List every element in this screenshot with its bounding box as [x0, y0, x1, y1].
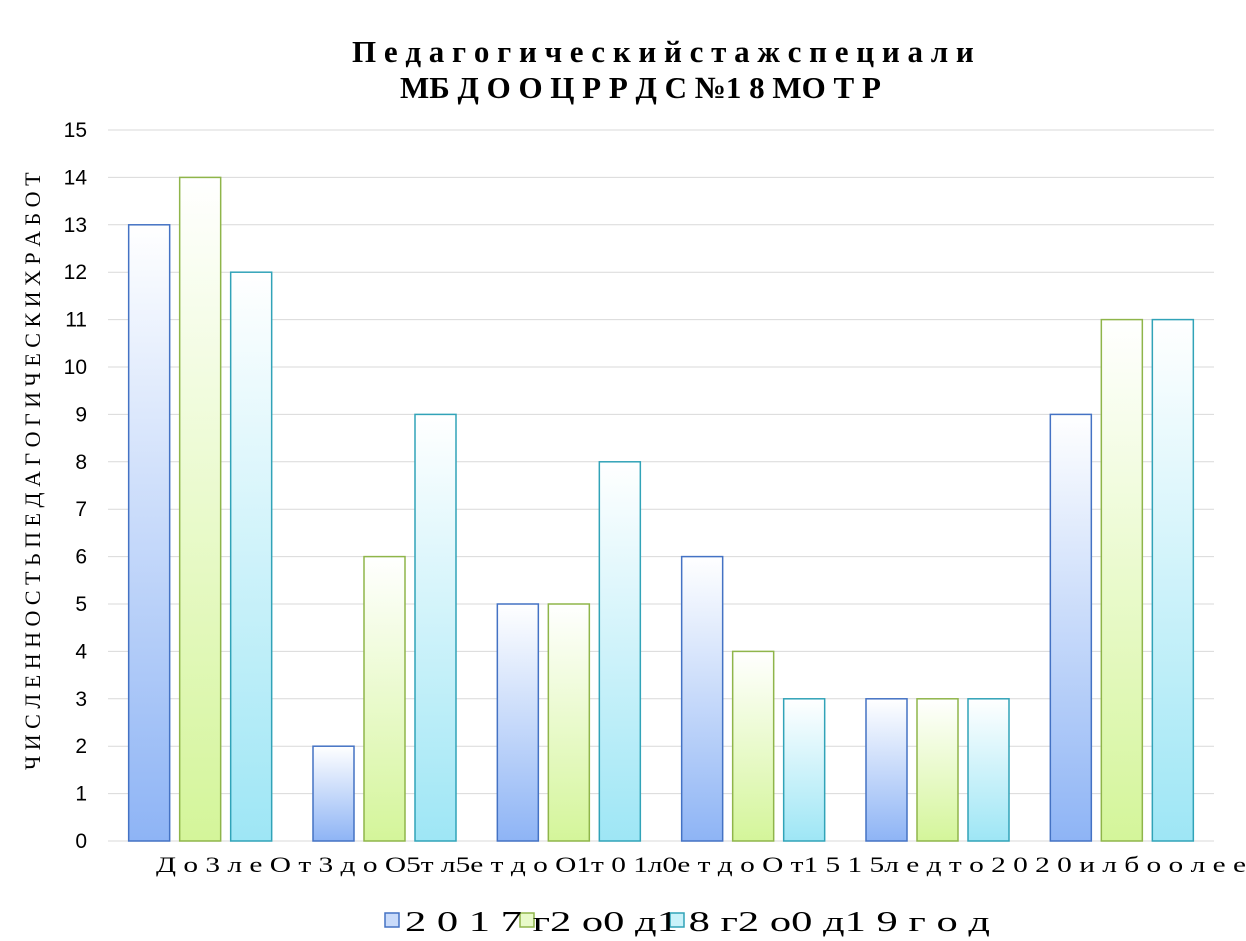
bar-0-0: [127, 224, 171, 842]
y-tick-12: 12: [64, 261, 87, 284]
bar-2-0: [496, 603, 540, 842]
bar-1-2: [414, 413, 457, 842]
bar-4-2: [967, 698, 1010, 842]
y-tick-3: 3: [75, 688, 87, 711]
y-tick-6: 6: [75, 546, 87, 569]
y-tick-5: 5: [75, 593, 87, 616]
y-tick-0: 0: [75, 830, 87, 853]
bar-1-1: [363, 555, 406, 842]
y-axis-label: Ч И С Л Е Н Н О С Т Ь П Е Д А Г О Г И Ч …: [20, 172, 45, 770]
bar-3-1: [731, 650, 775, 842]
legend-labels: 2 0 1 7 г2 о0 д1 8 г2 о0 д1 9 г о д: [405, 906, 990, 938]
chart-title-line-2: МБ Д О О Ц Р Р Д С №1 8 МО Т Р: [400, 70, 881, 105]
y-tick-8: 8: [75, 451, 87, 474]
bar-2-1: [547, 603, 591, 842]
bar-1-0: [312, 745, 355, 842]
y-tick-10: 10: [64, 356, 87, 379]
y-tick-2: 2: [75, 735, 87, 758]
bar-3-2: [782, 698, 826, 842]
chart-title-line-1: П е д а г о г и ч е с к и й с т а ж с п …: [352, 34, 974, 69]
bar-0-2: [229, 271, 273, 842]
legend-swatch-2019: [669, 912, 685, 928]
bar-4-1: [916, 698, 959, 842]
legend-swatch-2017: [384, 912, 400, 928]
bar-2-2: [598, 461, 642, 842]
y-tick-1: 1: [75, 783, 87, 806]
bar-4-0: [865, 698, 908, 842]
gridlines: [108, 129, 1214, 842]
y-tick-4: 4: [75, 640, 87, 663]
y-tick-15: 15: [64, 119, 87, 142]
bar-5-1: [1100, 318, 1144, 842]
legend-swatch-2018: [519, 912, 535, 928]
y-tick-9: 9: [75, 403, 87, 426]
y-tick-14: 14: [64, 166, 88, 189]
bars: [127, 176, 1195, 842]
bar-5-2: [1151, 318, 1195, 842]
y-tick-11: 11: [65, 309, 87, 332]
x-tick-labels: Д о 3 л е О т 3 д о О5т л5е т д о О1т 0 …: [156, 852, 1246, 877]
y-tick-7: 7: [75, 498, 87, 521]
y-tick-13: 13: [64, 214, 87, 237]
bar-3-0: [680, 555, 724, 842]
bar-5-0: [1049, 413, 1093, 842]
bar-0-1: [178, 176, 222, 842]
legend: 2 0 1 7 г2 о0 д1 8 г2 о0 д1 9 г о д: [384, 906, 990, 938]
